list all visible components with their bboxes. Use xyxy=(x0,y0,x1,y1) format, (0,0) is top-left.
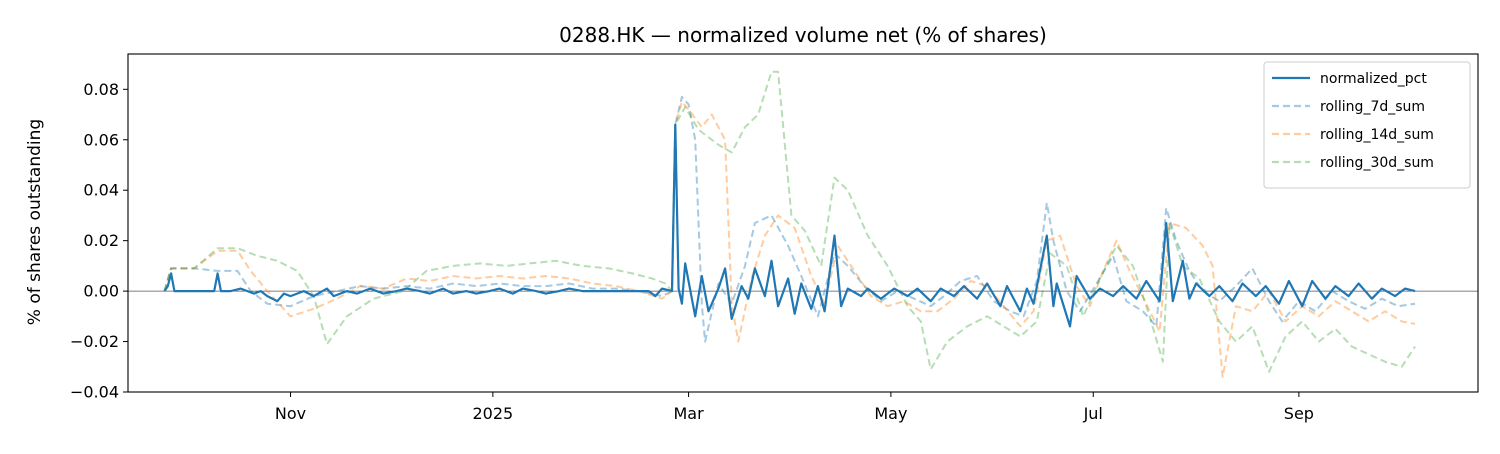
plot-area xyxy=(128,70,1478,378)
y-axis-label: % of shares outstanding xyxy=(25,119,45,325)
legend: normalized_pct rolling_7d_sum rolling_14d_… xyxy=(1263,61,1471,189)
y-tick-label: 0.08 xyxy=(83,80,119,99)
legend-label: rolling_30d_sum xyxy=(1320,155,1434,171)
x-tick-label: 2025 xyxy=(473,404,514,423)
y-tick-label: 0.02 xyxy=(83,231,119,250)
series-line-rolling-14d-sum xyxy=(163,100,1416,378)
x-tick-label: Mar xyxy=(673,404,704,423)
chart-title: 0288.HK — normalized volume net (% of sh… xyxy=(559,23,1047,47)
legend-box xyxy=(1263,61,1471,189)
y-tick-label: 0.06 xyxy=(83,130,119,149)
x-tick-label: Nov xyxy=(275,404,306,423)
axes: 0.08 0.06 0.04 0.02 0.00 −0.02 −0.04 Nov 2025 Mar… xyxy=(70,53,1479,423)
x-tick-label: Sep xyxy=(1284,404,1314,423)
y-tick-label: 0.04 xyxy=(83,181,119,200)
y-tick-label: −0.02 xyxy=(70,332,119,351)
legend-label: rolling_14d_sum xyxy=(1320,127,1434,143)
plot-frame xyxy=(127,53,1479,393)
y-tick-label: −0.04 xyxy=(70,383,119,402)
legend-label: normalized_pct xyxy=(1320,71,1427,87)
series-line-rolling-7d-sum xyxy=(163,95,1416,343)
series-line-rolling-30d-sum xyxy=(163,70,1416,373)
x-tick-label: May xyxy=(874,404,907,423)
y-tick-label: 0.00 xyxy=(83,282,119,301)
series-group xyxy=(163,70,1416,378)
series-line-normalized-pct xyxy=(163,123,1416,328)
legend-label: rolling_7d_sum xyxy=(1320,99,1425,115)
x-tick-label: Jul xyxy=(1083,404,1103,423)
